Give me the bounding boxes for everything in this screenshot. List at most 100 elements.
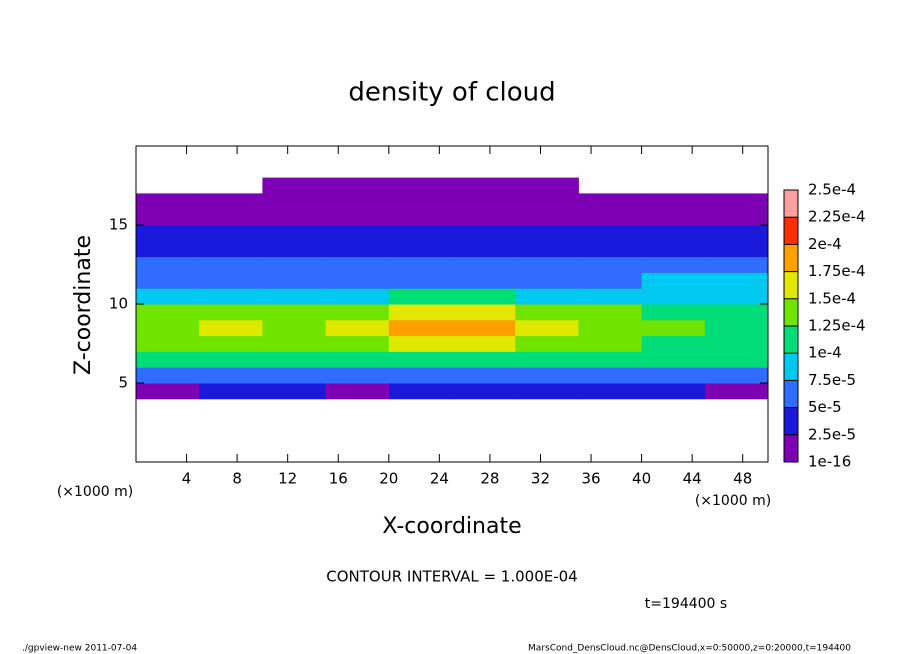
cell — [641, 256, 706, 273]
cell — [199, 304, 263, 321]
cell — [641, 225, 706, 242]
cell — [578, 383, 643, 400]
cell — [199, 351, 263, 368]
colorbar-label: 1e-16 — [808, 453, 851, 471]
cell — [578, 351, 643, 368]
cell — [578, 272, 643, 289]
cell — [578, 367, 643, 384]
colorbar-label: 1e-4 — [808, 344, 842, 362]
cell — [515, 256, 579, 273]
x-tick-label: 4 — [182, 470, 192, 488]
cell — [515, 319, 579, 337]
colorbar-label: 1.75e-4 — [808, 262, 866, 280]
cell — [704, 367, 769, 384]
cell — [388, 225, 453, 242]
chart-title: density of cloud — [348, 78, 555, 108]
cell — [452, 209, 516, 226]
cell — [199, 335, 263, 352]
cell — [325, 240, 390, 258]
cell — [262, 177, 327, 194]
cell — [452, 225, 516, 242]
colorbar-cell — [784, 407, 798, 435]
cell — [325, 351, 390, 368]
cell — [515, 209, 579, 226]
cell — [325, 304, 390, 321]
cell — [262, 240, 327, 258]
cell — [452, 319, 516, 337]
x-axis-label: X-coordinate — [382, 514, 521, 539]
cell — [262, 288, 327, 305]
cell — [515, 177, 579, 194]
cell — [578, 319, 643, 337]
cell — [262, 383, 327, 400]
cell — [578, 240, 643, 258]
cell — [641, 383, 706, 400]
x-tick-label: 20 — [379, 470, 398, 488]
cell — [515, 225, 579, 242]
cell — [704, 256, 769, 273]
cell — [641, 193, 706, 210]
cell — [325, 367, 390, 384]
cell — [388, 256, 453, 273]
cell — [325, 383, 390, 400]
cell — [136, 225, 200, 242]
cell — [452, 256, 516, 273]
cell — [199, 272, 263, 289]
cell — [388, 351, 453, 368]
cell — [136, 367, 200, 384]
cell — [262, 351, 327, 368]
cell — [136, 240, 200, 258]
cell — [325, 177, 390, 194]
cell — [199, 225, 263, 242]
cell — [452, 304, 516, 321]
cell — [704, 193, 769, 210]
cell — [199, 209, 263, 226]
cell — [704, 225, 769, 242]
colorbar-label: 2e-4 — [808, 235, 842, 253]
cell — [704, 288, 769, 305]
cell — [388, 209, 453, 226]
colorbar-label: 1.25e-4 — [808, 317, 866, 335]
cell — [136, 272, 200, 289]
cell — [452, 272, 516, 289]
cell — [452, 288, 516, 305]
cell — [515, 383, 579, 400]
cell — [452, 335, 516, 352]
x-tick-label: 32 — [531, 470, 550, 488]
colorbar-cell — [784, 190, 798, 218]
cell — [578, 256, 643, 273]
contour-note: CONTOUR INTERVAL = 1.000E-04 — [326, 568, 577, 586]
time-note: t=194400 s — [645, 596, 727, 612]
cell — [136, 288, 200, 305]
cell — [388, 177, 453, 194]
cell — [452, 193, 516, 210]
x-tick-label: 40 — [632, 470, 651, 488]
cell — [199, 193, 263, 210]
cell — [641, 351, 706, 368]
cell — [515, 288, 579, 305]
cell — [262, 193, 327, 210]
cell — [515, 240, 579, 258]
cell — [325, 256, 390, 273]
colorbar-label: 7.5e-5 — [808, 371, 856, 389]
cell — [452, 367, 516, 384]
cell — [325, 288, 390, 305]
cell — [136, 351, 200, 368]
cell — [704, 383, 769, 400]
x-tick-label: 48 — [733, 470, 752, 488]
cell — [452, 383, 516, 400]
cell — [641, 304, 706, 321]
cell — [136, 335, 200, 352]
cell — [262, 272, 327, 289]
cell — [325, 319, 390, 337]
colorbar-label: 2.25e-4 — [808, 208, 866, 226]
cell — [704, 351, 769, 368]
x-tick-label: 24 — [430, 470, 449, 488]
cell — [199, 319, 263, 337]
cell — [388, 335, 453, 352]
cell — [641, 367, 706, 384]
colorbar-cell — [784, 434, 798, 462]
cell — [262, 335, 327, 352]
colorbar-label: 2.5e-5 — [808, 425, 856, 443]
